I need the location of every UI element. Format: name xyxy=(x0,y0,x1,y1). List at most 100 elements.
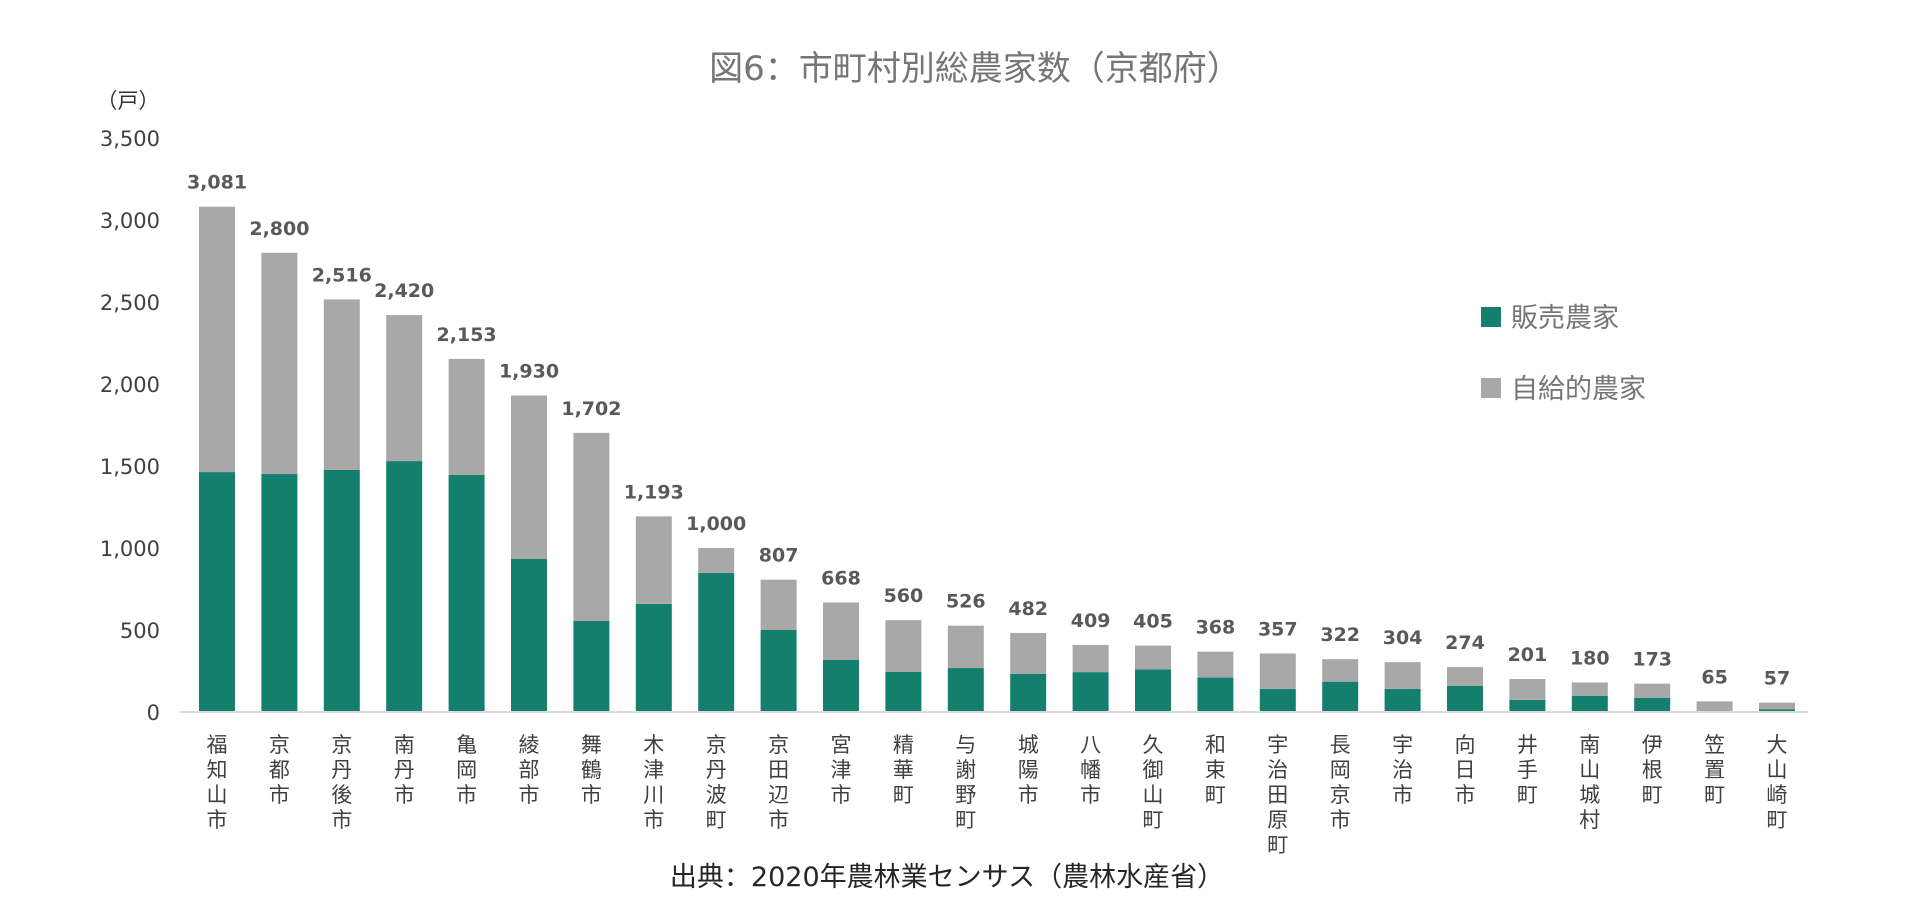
x-tick-char: 辺 xyxy=(768,783,789,807)
bar-segment-sales xyxy=(1509,699,1546,712)
legend-label-self-sufficient: 自給的農家 xyxy=(1511,374,1646,405)
x-tick-char: 町 xyxy=(893,783,914,807)
legend-swatch-sales xyxy=(1481,307,1501,327)
x-tick-char: 崎 xyxy=(1767,783,1788,807)
x-tick-char: 岡 xyxy=(1330,758,1351,782)
x-tick-char: 野 xyxy=(955,783,976,807)
bar-segment-sales xyxy=(1447,685,1483,712)
data-label-total: 409 xyxy=(1071,610,1111,632)
x-tick-char: 御 xyxy=(1143,758,1164,782)
data-label-total: 1,000 xyxy=(686,513,746,535)
data-label-total: 482 xyxy=(1008,598,1048,620)
x-tick-char: 市 xyxy=(643,808,664,832)
data-label-total: 2,420 xyxy=(374,280,434,302)
x-tick-char: 八 xyxy=(1080,733,1101,757)
x-tick-char: 市 xyxy=(394,783,415,807)
x-tick-char: 山 xyxy=(1143,783,1164,807)
bar-segment-sales xyxy=(261,474,298,712)
x-tick-char: 精 xyxy=(893,733,914,757)
y-tick-label: 1,500 xyxy=(100,455,160,479)
bar-segment-self-sufficient xyxy=(1197,651,1234,678)
x-tick-label: 精華町 xyxy=(893,733,914,807)
x-tick-char: 町 xyxy=(1767,808,1788,832)
x-tick-char: 後 xyxy=(331,783,352,807)
x-tick-char: 市 xyxy=(1330,808,1351,832)
x-tick-label: 長岡京市 xyxy=(1330,733,1351,832)
data-label-total: 57 xyxy=(1764,668,1790,690)
bar-segment-self-sufficient xyxy=(1259,653,1296,689)
x-tick-char: 置 xyxy=(1704,758,1725,782)
y-tick-label: 3,000 xyxy=(100,209,160,233)
bar-segment-self-sufficient xyxy=(1447,667,1483,686)
bar-segment-sales xyxy=(698,572,735,712)
x-tick-char: 村 xyxy=(1579,808,1600,832)
x-tick-char: 知 xyxy=(207,758,228,782)
data-label-total: 357 xyxy=(1258,618,1298,640)
legend: 販売農家 自給的農家 xyxy=(1481,303,1646,405)
bar-segment-self-sufficient xyxy=(1634,683,1671,698)
data-label-total: 405 xyxy=(1133,611,1173,633)
bar-segment-self-sufficient xyxy=(1384,662,1421,689)
legend-item-sales[interactable]: 販売農家 xyxy=(1481,303,1619,334)
x-tick-label: 京丹波町 xyxy=(706,733,727,832)
bar-segment-self-sufficient xyxy=(1696,701,1733,712)
x-tick-char: 町 xyxy=(1517,783,1538,807)
x-tick-char: 長 xyxy=(1330,733,1351,757)
x-tick-char: 町 xyxy=(1704,783,1725,807)
x-tick-label: 綾部市 xyxy=(519,733,540,807)
x-tick-char: 南 xyxy=(394,733,415,757)
bar-segment-self-sufficient xyxy=(1135,645,1171,670)
x-tick-label: 舞鶴市 xyxy=(581,733,602,807)
data-label-total: 65 xyxy=(1701,666,1727,688)
bar-segment-self-sufficient xyxy=(573,432,610,621)
x-tick-char: 町 xyxy=(1267,833,1288,857)
data-label-total: 322 xyxy=(1320,624,1360,646)
x-tick-char: 岡 xyxy=(456,758,477,782)
x-tick-char: 城 xyxy=(1018,733,1039,757)
x-tick-char: 綾 xyxy=(519,733,540,757)
x-tick-char: 山 xyxy=(1767,758,1788,782)
bar-segment-sales xyxy=(199,472,235,712)
y-tick-label: 2,500 xyxy=(100,291,160,315)
data-label-total: 807 xyxy=(759,545,799,567)
x-tick-char: 町 xyxy=(1642,783,1663,807)
bar-segment-self-sufficient xyxy=(947,625,984,669)
x-tick-label: 与謝野町 xyxy=(955,733,976,832)
x-tick-char: 南 xyxy=(1579,733,1600,757)
bar-segment-sales xyxy=(1135,669,1171,712)
x-tick-char: 笠 xyxy=(1704,733,1725,757)
x-tick-label: 亀岡市 xyxy=(456,733,477,807)
x-tick-char: 市 xyxy=(768,808,789,832)
x-tick-char: 津 xyxy=(831,758,852,782)
x-tick-char: 向 xyxy=(1455,733,1476,757)
x-tick-char: 町 xyxy=(1205,783,1226,807)
x-tick-char: 宇 xyxy=(1392,733,1413,757)
bar-segment-sales xyxy=(947,668,984,712)
x-tick-char: 山 xyxy=(207,783,228,807)
x-tick-label: 宮津市 xyxy=(831,733,852,807)
data-label-total: 368 xyxy=(1196,617,1236,639)
legend-item-self-sufficient[interactable]: 自給的農家 xyxy=(1481,374,1646,405)
x-tick-char: 原 xyxy=(1267,808,1288,832)
x-tick-char: 大 xyxy=(1767,733,1788,757)
x-tick-label: 向日市 xyxy=(1455,733,1476,807)
x-tick-char: 治 xyxy=(1267,758,1288,782)
x-tick-char: 宇 xyxy=(1267,733,1288,757)
bar-segment-self-sufficient xyxy=(823,602,859,661)
bar-segment-sales xyxy=(386,461,423,712)
source-note: 出典：2020年農林業センサス（農林水産省） xyxy=(670,862,1224,893)
x-tick-char: 田 xyxy=(1267,783,1288,807)
x-tick-char: 市 xyxy=(331,808,352,832)
x-tick-label: 福知山市 xyxy=(207,733,228,832)
x-tick-char: 鶴 xyxy=(581,758,602,782)
data-label-total: 3,081 xyxy=(187,172,247,194)
x-tick-char: 町 xyxy=(1143,808,1164,832)
bar-segment-self-sufficient xyxy=(1509,679,1546,700)
y-tick-label: 1,000 xyxy=(100,537,160,561)
bar-segment-sales xyxy=(635,603,672,712)
data-label-total: 274 xyxy=(1445,632,1485,654)
bar-segment-self-sufficient xyxy=(261,252,298,475)
x-tick-char: 京 xyxy=(269,733,290,757)
x-tick-char: 町 xyxy=(706,808,727,832)
bar-segment-sales xyxy=(1197,677,1234,712)
